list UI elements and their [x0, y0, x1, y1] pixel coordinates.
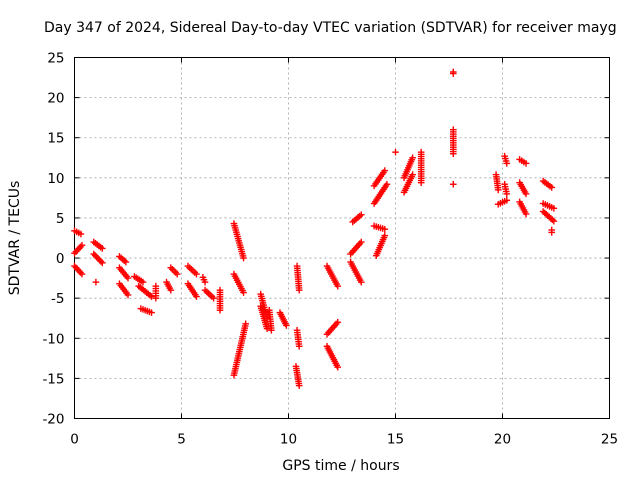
- data-point: [78, 241, 86, 249]
- data-point: [449, 150, 457, 158]
- data-point: [139, 278, 147, 286]
- y-tick-label: 5: [56, 211, 65, 227]
- data-point: [78, 270, 86, 278]
- data-point: [99, 259, 106, 267]
- data-point: [124, 291, 132, 299]
- data-point: [124, 274, 132, 282]
- data-point: [99, 245, 106, 252]
- data-point: [170, 267, 178, 275]
- plot-frame: [74, 57, 610, 419]
- data-point: [216, 306, 224, 314]
- y-axis-ticks: -20 -15 -10 -5 0 5 10 15 20 25: [42, 51, 610, 428]
- x-axis-ticks: 0 5 10 15 20 25: [70, 57, 618, 448]
- y-axis-label: SDTVAR / TECUs: [7, 181, 23, 296]
- data-point: [193, 270, 200, 278]
- data-point: [240, 289, 247, 296]
- data-point: [295, 382, 303, 389]
- data-points: [71, 68, 558, 389]
- x-tick-label: 20: [494, 432, 511, 448]
- y-tick-label: -10: [42, 331, 64, 347]
- data-point: [449, 180, 457, 188]
- data-point: [148, 309, 155, 316]
- data-point: [381, 232, 389, 239]
- data-point: [503, 196, 511, 204]
- x-tick-label: 10: [280, 432, 297, 448]
- data-point: [357, 238, 365, 246]
- data-point: [97, 258, 105, 265]
- data-point: [295, 286, 303, 294]
- data-point: [381, 225, 389, 233]
- data-point: [522, 160, 530, 167]
- data-point: [550, 217, 558, 225]
- data-point: [383, 180, 391, 188]
- data-point: [550, 205, 558, 212]
- data-point: [167, 286, 175, 294]
- data-point: [152, 294, 160, 302]
- data-point: [548, 229, 556, 236]
- x-tick-label: 0: [70, 432, 79, 448]
- data-point: [503, 160, 511, 167]
- y-tick-label: 15: [47, 131, 64, 147]
- data-point: [522, 210, 530, 218]
- data-point: [417, 148, 425, 156]
- data-point: [283, 322, 290, 329]
- data-point: [122, 258, 130, 266]
- data-point: [268, 326, 275, 334]
- data-point: [494, 186, 502, 194]
- data-point: [242, 320, 249, 328]
- data-point: [409, 154, 416, 162]
- data-point: [548, 184, 556, 191]
- data-point: [522, 190, 530, 198]
- data-point: [409, 171, 416, 178]
- x-tick-label: 5: [177, 432, 186, 448]
- data-point: [381, 167, 389, 174]
- y-tick-label: -5: [51, 291, 64, 307]
- data-point: [357, 211, 365, 219]
- data-point: [167, 264, 175, 271]
- data-point: [172, 269, 179, 276]
- data-point: [240, 254, 247, 262]
- y-tick-label: 20: [47, 91, 64, 107]
- y-tick-label: 0: [56, 251, 65, 267]
- data-point: [449, 70, 457, 77]
- y-tick-label: 10: [47, 171, 64, 187]
- x-axis-label: GPS time / hours: [282, 458, 399, 474]
- data-point: [77, 230, 85, 238]
- data-point: [334, 363, 342, 371]
- data-point: [503, 190, 511, 198]
- y-tick-label: -15: [42, 371, 64, 387]
- data-point: [392, 148, 399, 156]
- y-tick-label: -20: [42, 412, 64, 428]
- data-point: [148, 293, 155, 300]
- data-point: [334, 318, 342, 326]
- y-tick-label: 25: [47, 51, 64, 67]
- data-point: [210, 294, 217, 302]
- grid: [74, 57, 610, 419]
- data-point: [295, 343, 303, 350]
- data-point: [173, 270, 181, 278]
- data-point: [357, 278, 365, 286]
- data-point: [92, 278, 100, 286]
- data-point: [201, 278, 209, 286]
- data-point: [334, 282, 342, 290]
- data-point: [169, 265, 176, 273]
- data-point: [193, 293, 200, 300]
- x-tick-label: 15: [387, 432, 404, 448]
- chart-title: Day 347 of 2024, Sidereal Day-to-day VTE…: [44, 20, 617, 36]
- x-tick-label: 25: [601, 432, 618, 448]
